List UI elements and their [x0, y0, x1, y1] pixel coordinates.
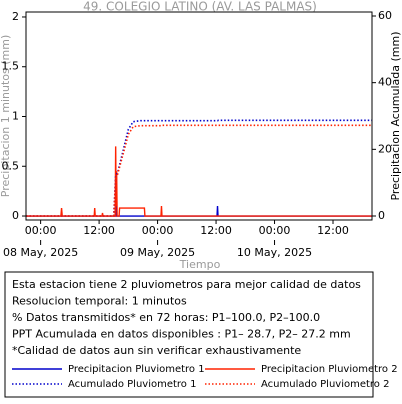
x-tick-label: 00:00	[259, 224, 291, 237]
series-line	[26, 146, 372, 217]
y-tick-label: 1.5	[2, 60, 20, 73]
x-tick-label: 00:00	[25, 224, 57, 237]
x-date-label: 10 May, 2025	[237, 246, 312, 259]
info-line: % Datos transmitidos* en 72 horas: P1–10…	[12, 311, 320, 324]
x-tick-label: 00:00	[142, 224, 174, 237]
info-line: Esta estacion tiene 2 pluviometros para …	[12, 278, 361, 291]
info-line: Resolucion temporal: 1 minutos	[12, 295, 187, 308]
y-tick-label: 2	[12, 10, 19, 23]
y-tick-label: 0	[12, 209, 19, 222]
x-date-label: 08 May, 2025	[3, 246, 78, 259]
chart-title: 49. COLEGIO LATINO (AV. LAS PALMAS)	[83, 0, 317, 14]
y2-axis-label: Precipitacion Acumulada (mm)	[389, 31, 402, 200]
legend-label: Precipitacion Pluviometro 1	[68, 364, 205, 375]
y-tick-label: 1	[12, 109, 19, 122]
y2-tick-label: 20	[378, 142, 392, 155]
info-box	[4, 271, 374, 398]
plot-frame	[25, 11, 373, 221]
series-line	[26, 124, 372, 217]
info-line: PPT Acumulada en datos disponibles : P1–…	[12, 328, 351, 341]
x-tick-label: 12:00	[200, 224, 232, 237]
y2-tick-label: 0	[378, 209, 385, 222]
y-tick-label: 0.5	[2, 159, 20, 172]
x-axis-label: Tiempo	[179, 258, 221, 271]
x-date-label: 09 May, 2025	[120, 246, 195, 259]
x-tick-label: 12:00	[83, 224, 115, 237]
legend-label: Acumulado Pluviometro 2	[261, 379, 389, 390]
legend-label: Precipitacion Pluviometro 2	[261, 364, 398, 375]
legend-label: Acumulado Pluviometro 1	[68, 379, 196, 390]
y2-tick-label: 40	[378, 76, 392, 89]
info-line: *Calidad de datos aun sin verificar exha…	[12, 344, 301, 357]
y2-tick-label: 60	[378, 9, 392, 22]
y-axis-label: Precipitacion 1 minutos (mm)	[0, 35, 12, 197]
series-line	[26, 119, 372, 217]
series-line	[26, 196, 372, 217]
x-tick-label: 12:00	[317, 224, 349, 237]
